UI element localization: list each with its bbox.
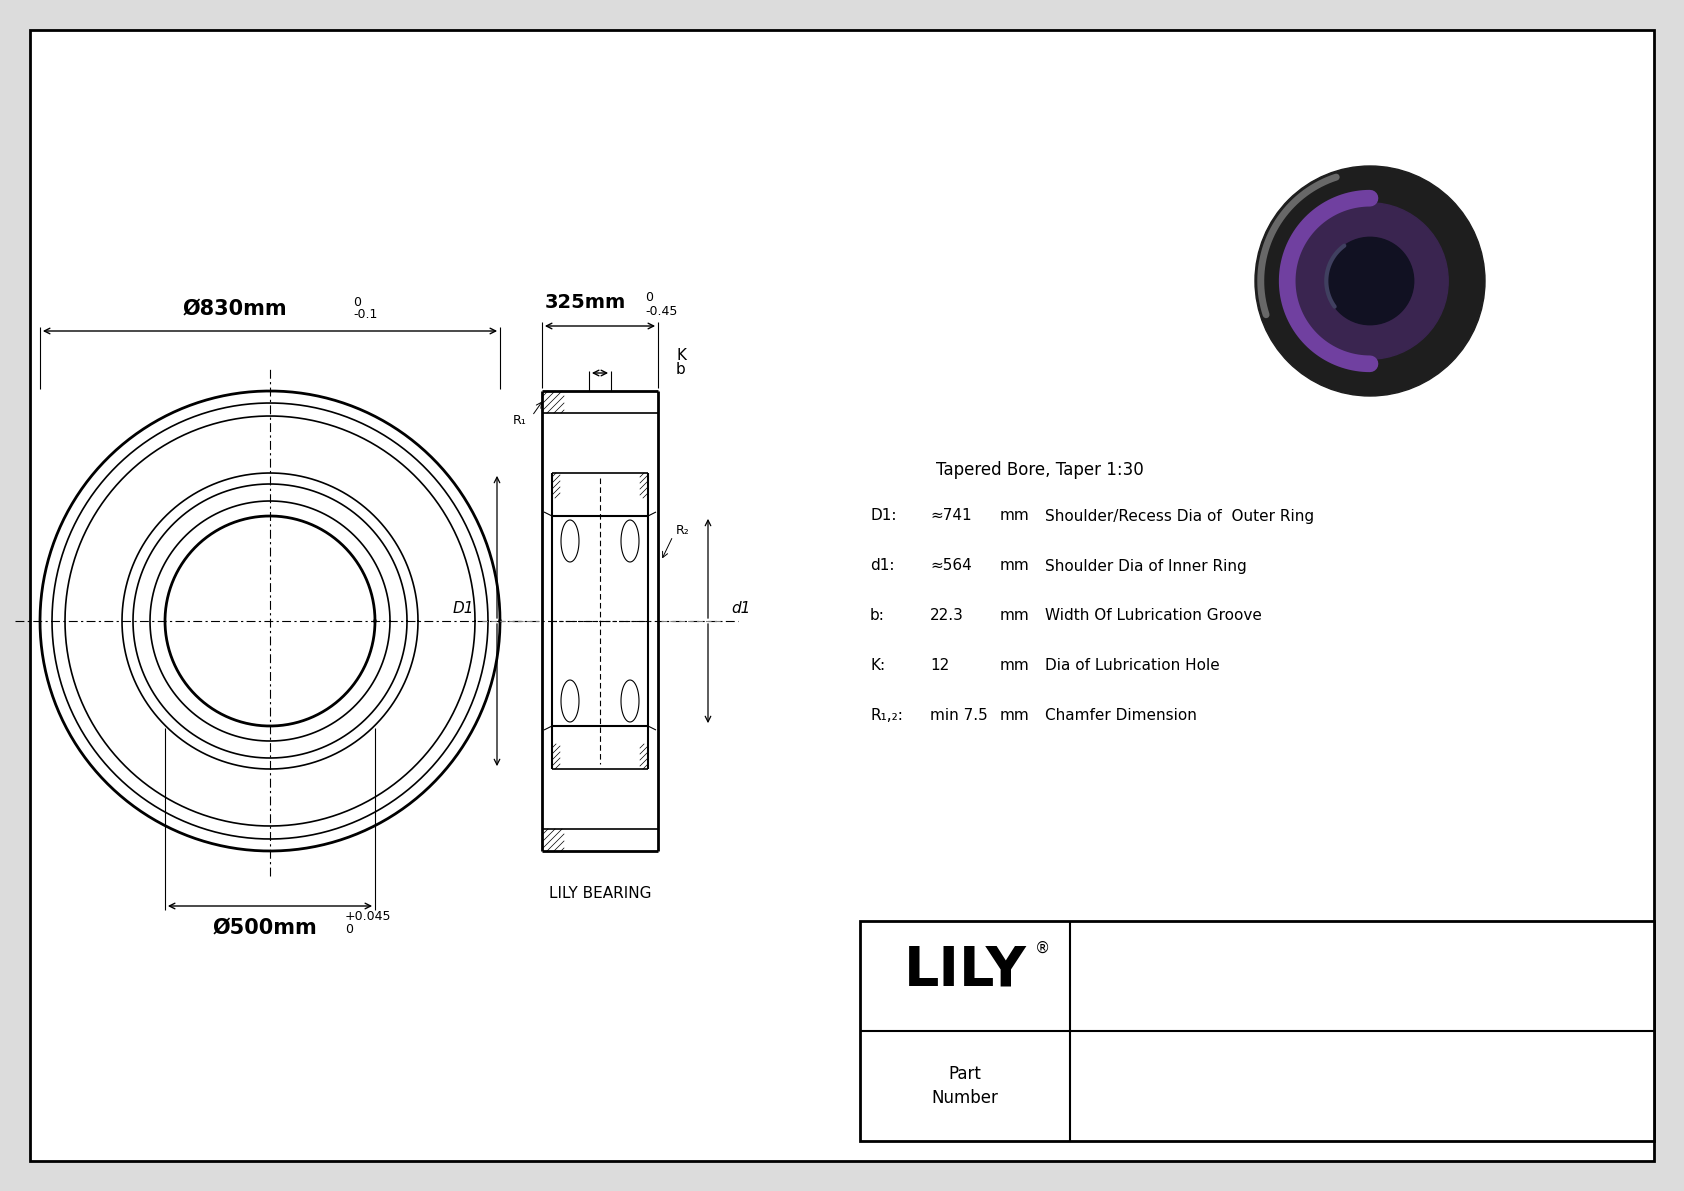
- Text: -0.45: -0.45: [645, 305, 677, 318]
- Polygon shape: [621, 520, 638, 562]
- Text: Shoulder/Recess Dia of  Outer Ring: Shoulder/Recess Dia of Outer Ring: [1046, 509, 1314, 524]
- Circle shape: [1255, 166, 1485, 395]
- Text: min 7.5: min 7.5: [930, 709, 989, 723]
- Circle shape: [1327, 237, 1413, 325]
- Text: 12: 12: [930, 659, 950, 673]
- Polygon shape: [561, 680, 579, 722]
- Circle shape: [1292, 202, 1448, 360]
- Text: 22.3: 22.3: [930, 609, 963, 624]
- Text: d1: d1: [731, 601, 751, 616]
- Polygon shape: [561, 520, 579, 562]
- Text: Chamfer Dimension: Chamfer Dimension: [1046, 709, 1197, 723]
- Text: LILY: LILY: [904, 944, 1027, 998]
- Text: 0: 0: [354, 297, 360, 308]
- Text: Dia of Lubrication Hole: Dia of Lubrication Hole: [1046, 659, 1219, 673]
- Text: R₁: R₁: [514, 414, 527, 428]
- Text: K: K: [675, 349, 685, 363]
- Text: Width Of Lubrication Groove: Width Of Lubrication Groove: [1046, 609, 1261, 624]
- Text: R₁,₂:: R₁,₂:: [871, 709, 903, 723]
- Bar: [861, 921, 1654, 1141]
- Text: Ø830mm: Ø830mm: [182, 299, 288, 319]
- Text: 0: 0: [345, 923, 354, 936]
- Text: d1:: d1:: [871, 559, 894, 574]
- Text: ®: ®: [1036, 941, 1051, 955]
- Text: +0.045: +0.045: [345, 910, 391, 923]
- Text: mm: mm: [1000, 559, 1029, 574]
- Text: D1: D1: [453, 601, 473, 616]
- Text: mm: mm: [1000, 509, 1029, 524]
- Text: 0: 0: [645, 291, 653, 304]
- Text: ≈741: ≈741: [930, 509, 972, 524]
- Text: -0.1: -0.1: [354, 308, 377, 322]
- Text: b:: b:: [871, 609, 884, 624]
- Text: b: b: [675, 362, 685, 376]
- Polygon shape: [621, 680, 638, 722]
- Text: Tapered Bore, Taper 1:30: Tapered Bore, Taper 1:30: [936, 461, 1143, 479]
- Text: Part
Number: Part Number: [931, 1065, 999, 1106]
- Text: mm: mm: [1000, 659, 1029, 673]
- Text: 325mm: 325mm: [544, 293, 626, 312]
- Text: D1:: D1:: [871, 509, 896, 524]
- Text: Shoulder Dia of Inner Ring: Shoulder Dia of Inner Ring: [1046, 559, 1246, 574]
- Text: ≈564: ≈564: [930, 559, 972, 574]
- Text: K:: K:: [871, 659, 886, 673]
- Text: LILY BEARING: LILY BEARING: [549, 886, 652, 902]
- Text: Ø500mm: Ø500mm: [212, 918, 317, 939]
- Text: mm: mm: [1000, 609, 1029, 624]
- Text: mm: mm: [1000, 709, 1029, 723]
- Text: R₂: R₂: [675, 524, 690, 537]
